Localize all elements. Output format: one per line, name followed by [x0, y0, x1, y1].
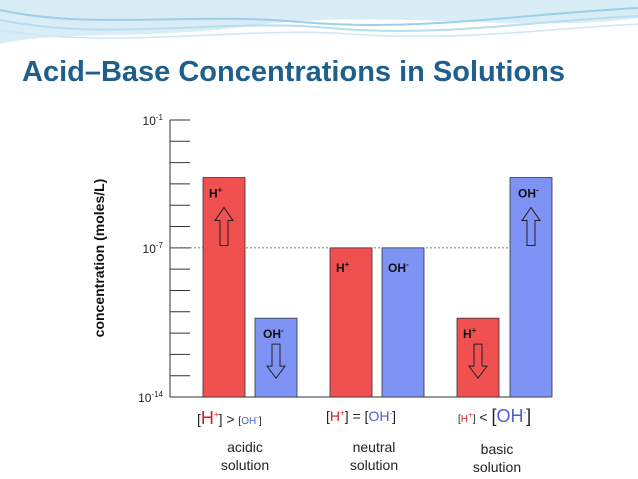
decorative-wave-banner	[0, 0, 638, 44]
bar-neutral-oh	[381, 247, 425, 398]
category-label-line: solution	[472, 459, 522, 475]
category-label-neutral: neutral solution	[319, 438, 429, 474]
bar-neutral-h	[329, 247, 373, 398]
condition-basic: [H+] < [OH-]	[458, 406, 532, 426]
category-label-line: acidic	[227, 439, 263, 455]
category-label-line: neutral	[352, 439, 396, 455]
category-label-basic: basic solution	[442, 440, 552, 476]
condition-neutral: [H+] = [OH-]	[326, 408, 396, 424]
arrow-up-icon	[521, 206, 541, 247]
bars: H+ OH- H+ OH- H+ OH-	[202, 177, 553, 398]
y-axis-label: concentration (moles/L)	[91, 179, 107, 338]
bar-label: OH-	[518, 186, 539, 201]
bar-acidic-h	[202, 177, 246, 398]
condition-acidic: [H+] > [OH-]	[197, 408, 262, 428]
category-label-line: solution	[349, 457, 399, 473]
bar-basic-h	[456, 317, 500, 398]
slide-title: Acid–Base Concentrations in Solutions	[22, 56, 566, 88]
category-label-line: solution	[220, 457, 270, 473]
y-tick-label: 10-7	[143, 241, 164, 256]
bar-label: H+	[209, 186, 223, 201]
arrow-up-icon	[214, 206, 234, 247]
y-tick-label: 10-14	[138, 390, 163, 405]
bar-label: OH-	[263, 326, 284, 341]
y-tick-label: 10-1	[143, 113, 164, 128]
category-label-acidic: acidic solution	[190, 438, 300, 474]
y-axis: 10-1 10-7 10-14 concentration (moles/L)	[91, 113, 548, 405]
bar-acidic-oh	[254, 317, 298, 398]
bar-label: OH-	[388, 260, 409, 275]
category-label-line: basic	[480, 441, 514, 457]
bar-label: H+	[463, 326, 477, 341]
bar-label: H+	[336, 260, 350, 275]
arrow-down-icon	[266, 343, 286, 379]
bar-basic-oh	[509, 177, 553, 398]
arrow-down-icon	[468, 343, 488, 379]
